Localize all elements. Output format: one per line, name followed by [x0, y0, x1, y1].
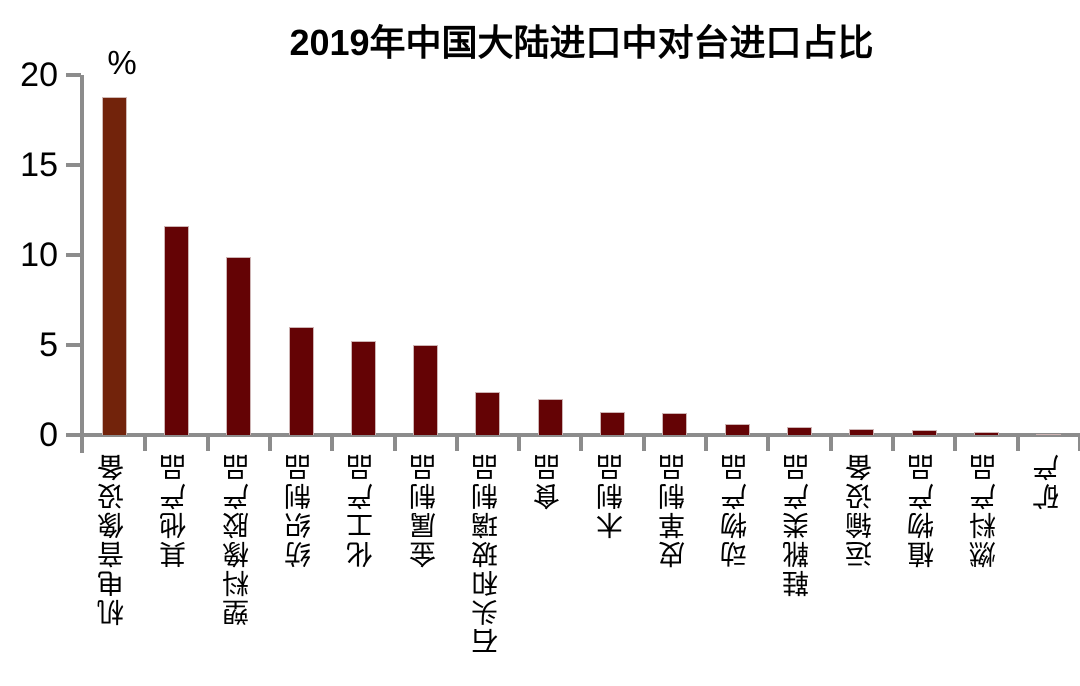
y-axis-tick-label: 5: [39, 326, 58, 364]
x-axis-tick: [828, 437, 833, 451]
bar-金属制品: [413, 345, 439, 435]
x-category-label: 木制品: [597, 452, 627, 539]
x-axis-tick: [1015, 437, 1020, 451]
y-axis-tick-label: 15: [20, 146, 58, 184]
bar-化工产品: [350, 341, 376, 435]
x-axis-tick: [1077, 437, 1080, 451]
x-axis-tick: [205, 437, 210, 451]
y-axis-tick: [66, 73, 81, 77]
x-axis-tick: [953, 437, 958, 451]
y-axis-tick-label: 10: [20, 236, 58, 274]
x-axis-tick: [143, 437, 148, 451]
x-axis-tick: [392, 437, 397, 451]
x-category-label: 动物产品: [721, 452, 751, 568]
bar-鞋靴类产品: [786, 427, 812, 435]
y-axis-unit-label: %: [107, 44, 137, 81]
x-axis-line: [69, 433, 1080, 437]
bar-燃料产品: [973, 432, 999, 435]
x-category-label: 运输设备: [846, 452, 876, 568]
x-axis-tick: [517, 437, 522, 451]
x-category-label: 石头和玻璃制品: [472, 452, 502, 655]
bar-食品: [537, 399, 563, 435]
x-category-label: 植物产品: [908, 452, 938, 568]
x-category-label: 塑料橡胶产品: [223, 452, 253, 626]
x-axis-tick: [330, 437, 335, 451]
x-category-label: 化工产品: [347, 452, 377, 568]
bar-皮革制品: [662, 413, 688, 435]
bar-矿产: [1036, 434, 1062, 435]
x-axis-tick: [704, 437, 708, 451]
x-category-label: 燃料产品: [970, 452, 1000, 568]
bar-石头和玻璃制品: [475, 392, 501, 435]
x-axis-tick: [890, 437, 895, 451]
bar-机电音像设备: [101, 97, 127, 435]
y-axis-tick: [66, 253, 81, 257]
x-axis-tick: [267, 437, 272, 451]
bar-木制品: [600, 412, 626, 435]
x-category-label: 皮革制品: [659, 452, 689, 568]
x-axis-tick: [579, 437, 584, 451]
bar-运输设备: [849, 429, 875, 435]
chart-title: 2019年中国大陆进口中对台进口占比: [289, 22, 874, 63]
x-axis-tick: [454, 437, 459, 451]
x-category-label: 矿产: [1033, 452, 1063, 510]
x-category-label: 食品: [534, 452, 564, 510]
x-category-label: 机电音像设备: [98, 452, 128, 626]
y-axis-tick-label: 20: [20, 56, 58, 94]
y-axis-tick: [66, 433, 81, 437]
bar-纺织制品: [288, 327, 314, 435]
x-category-label: 鞋靴类产品: [783, 452, 813, 597]
x-category-label: 纺织制品: [285, 452, 315, 568]
x-category-label: 金属制品: [410, 452, 440, 568]
x-axis-tick: [766, 437, 771, 451]
bar-动物产品: [724, 424, 750, 435]
x-axis-tick: [641, 437, 646, 451]
y-axis-line: [80, 75, 84, 453]
y-axis-tick: [66, 163, 81, 167]
bar-塑料橡胶产品: [226, 257, 252, 435]
x-category-label: 其他产品: [160, 452, 190, 568]
y-axis-tick-label: 0: [39, 416, 58, 454]
y-axis-tick: [66, 343, 81, 347]
bar-植物产品: [911, 430, 937, 435]
bar-其他产品: [163, 226, 189, 435]
